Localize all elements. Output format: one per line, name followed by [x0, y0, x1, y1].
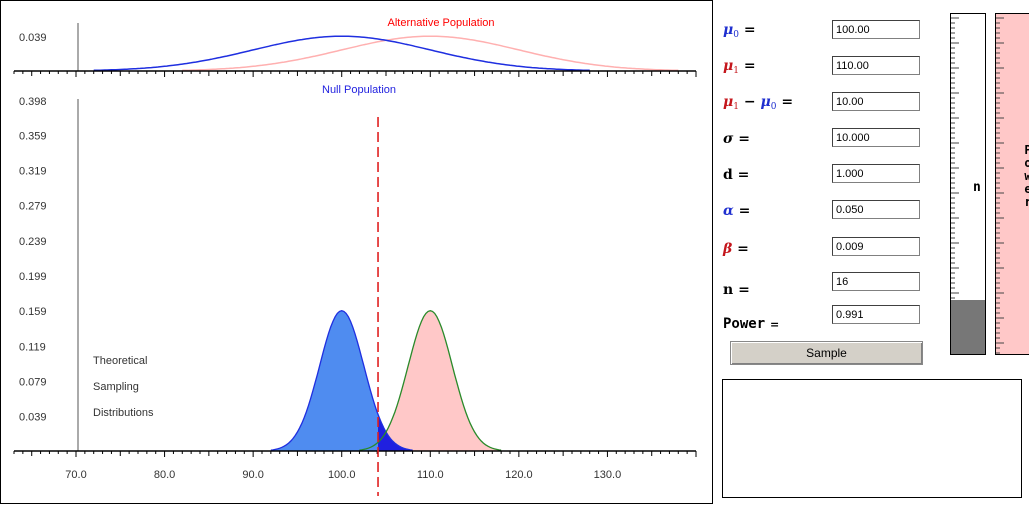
mu0-input[interactable]	[832, 20, 920, 39]
alpha-label: α =	[723, 203, 751, 219]
power-bar-letter: w	[1022, 170, 1029, 183]
effect-size-input[interactable]	[832, 164, 920, 183]
null-sampling-fill	[270, 310, 378, 451]
sample-size-bar-label: n	[973, 180, 981, 195]
bottom-y-tick-label: 0.319	[19, 165, 47, 177]
beta-input[interactable]	[832, 237, 920, 256]
bottom-y-tick-label: 0.119	[19, 341, 46, 353]
bottom-y-tick-label: 0.279	[19, 201, 47, 213]
null-sampling-curve	[270, 310, 413, 451]
sampling-distributions-annotation: Theoretical	[93, 355, 147, 367]
mu1-input[interactable]	[832, 56, 920, 75]
x-tick-label: 70.0	[65, 469, 86, 481]
power-bar-letter: r	[1022, 196, 1029, 209]
bottom-y-tick-label: 0.398	[19, 96, 47, 108]
power-bar-letter: P	[1022, 144, 1029, 157]
null-population-curve	[93, 35, 590, 72]
power-output[interactable]	[832, 305, 920, 324]
sample-size-bar: n	[950, 13, 986, 355]
power-bar-ticks	[996, 17, 1004, 354]
sigma-label: σ =	[723, 131, 750, 147]
power-bar: P o w e r	[995, 13, 1029, 355]
null-population-title: Null Population	[322, 84, 396, 96]
mu0-label: μ0 =	[723, 22, 756, 40]
sampling-distributions-annotation: Distributions	[93, 407, 154, 419]
distribution-plot: 0.039 0.398 0.359 0.319 0.279 0.239 0.199 0.159…	[13, 17, 697, 496]
sample-button[interactable]: Sample	[730, 341, 923, 365]
alt-population-curve	[182, 35, 679, 72]
bottom-y-tick-label: 0.359	[19, 130, 47, 142]
beta-label: β =	[723, 241, 749, 257]
power-bar-label: P o w e r	[1022, 144, 1029, 209]
sigma-input[interactable]	[832, 128, 920, 147]
bottom-y-tick-label: 0.039	[19, 412, 47, 424]
x-tick-label: 110.0	[417, 469, 444, 481]
bottom-y-tick-label: 0.199	[19, 271, 47, 283]
bottom-y-tick-label: 0.239	[19, 236, 47, 248]
bottom-y-tick-label: 0.159	[19, 306, 47, 318]
alpha-input[interactable]	[832, 200, 920, 219]
sampling-distributions-annotation: Sampling	[93, 381, 139, 393]
sample-size-bar-fill	[951, 299, 985, 354]
bottom-y-tick-label: 0.079	[19, 377, 47, 389]
x-tick-label: 130.0	[594, 469, 622, 481]
effect-size-label: d =	[723, 167, 750, 183]
power-label: Power =	[723, 316, 780, 332]
sample-size-input[interactable]	[832, 272, 920, 291]
top-y-tick-label: 0.039	[19, 32, 47, 44]
plot-panel: 0.039 0.398 0.359 0.319 0.279 0.239 0.199 0.159…	[0, 0, 713, 504]
x-tick-label: 80.0	[154, 469, 175, 481]
x-tick-label: 90.0	[242, 469, 263, 481]
sample-output-box	[722, 379, 1022, 498]
alt-population-title: Alternative Population	[387, 17, 494, 29]
control-panel: μ0 = μ1 = μ1 − μ0 = σ = d = α = β = n = …	[715, 0, 1029, 504]
mu1-label: μ1 =	[723, 58, 756, 76]
x-tick-label: 120.0	[505, 469, 533, 481]
power-bar-letter: e	[1022, 183, 1029, 196]
alt-sampling-curve	[359, 310, 502, 451]
alt-sampling-fill	[378, 310, 502, 451]
alpha-region-fill	[378, 414, 413, 451]
power-bar-letter: o	[1022, 157, 1029, 170]
x-tick-label: 100.0	[328, 469, 356, 481]
mean-difference-label: μ1 − μ0 =	[723, 94, 794, 112]
sample-size-label: n =	[723, 282, 750, 298]
mean-difference-input[interactable]	[832, 92, 920, 111]
